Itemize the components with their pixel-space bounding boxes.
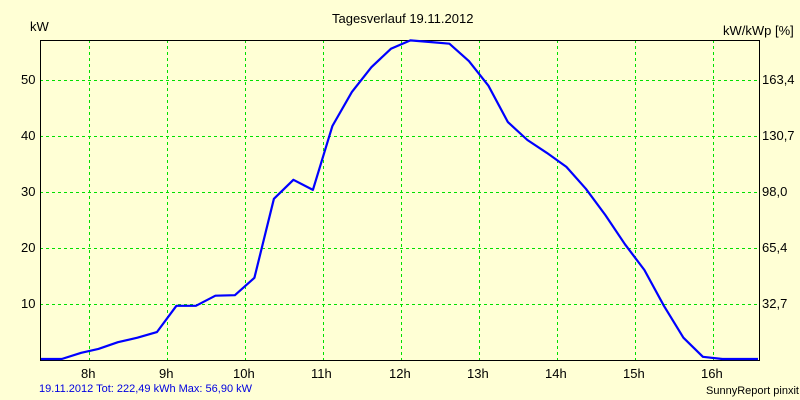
- daily-summary: 19.11.2012 Tot: 222,49 kWh Max: 56,90 kW: [39, 383, 252, 395]
- y-right-tick: 130,7: [762, 128, 795, 143]
- y-right-tick: 65,4: [762, 240, 788, 255]
- x-tick: 12h: [389, 366, 411, 381]
- x-tick: 14h: [545, 366, 567, 381]
- y-left-tick: 40: [21, 128, 36, 143]
- credit-text: SunnyReport pinxit: [706, 385, 799, 397]
- y-left-tick: 30: [21, 184, 36, 199]
- y-left-tick: 50: [21, 72, 36, 87]
- y-right-tick: 163,4: [762, 72, 795, 87]
- right-axis-unit: kW/kWp [%]: [723, 23, 794, 38]
- left-axis-unit: kW: [30, 19, 49, 34]
- power-line: [41, 39, 758, 361]
- x-tick: 11h: [311, 366, 332, 381]
- y-left-tick: 10: [21, 296, 36, 311]
- x-tick: 9h: [159, 366, 174, 381]
- x-tick: 15h: [623, 366, 645, 381]
- chart-title: Tagesverlauf 19.11.2012: [332, 11, 474, 26]
- plot-frame: [40, 40, 760, 361]
- y-left-tick: 20: [21, 240, 36, 255]
- x-tick: 13h: [467, 366, 489, 381]
- x-tick: 8h: [81, 366, 96, 381]
- x-tick: 10h: [233, 366, 255, 381]
- y-right-tick: 32,7: [762, 296, 788, 311]
- x-tick: 16h: [701, 366, 723, 381]
- y-right-tick: 98,0: [762, 184, 788, 199]
